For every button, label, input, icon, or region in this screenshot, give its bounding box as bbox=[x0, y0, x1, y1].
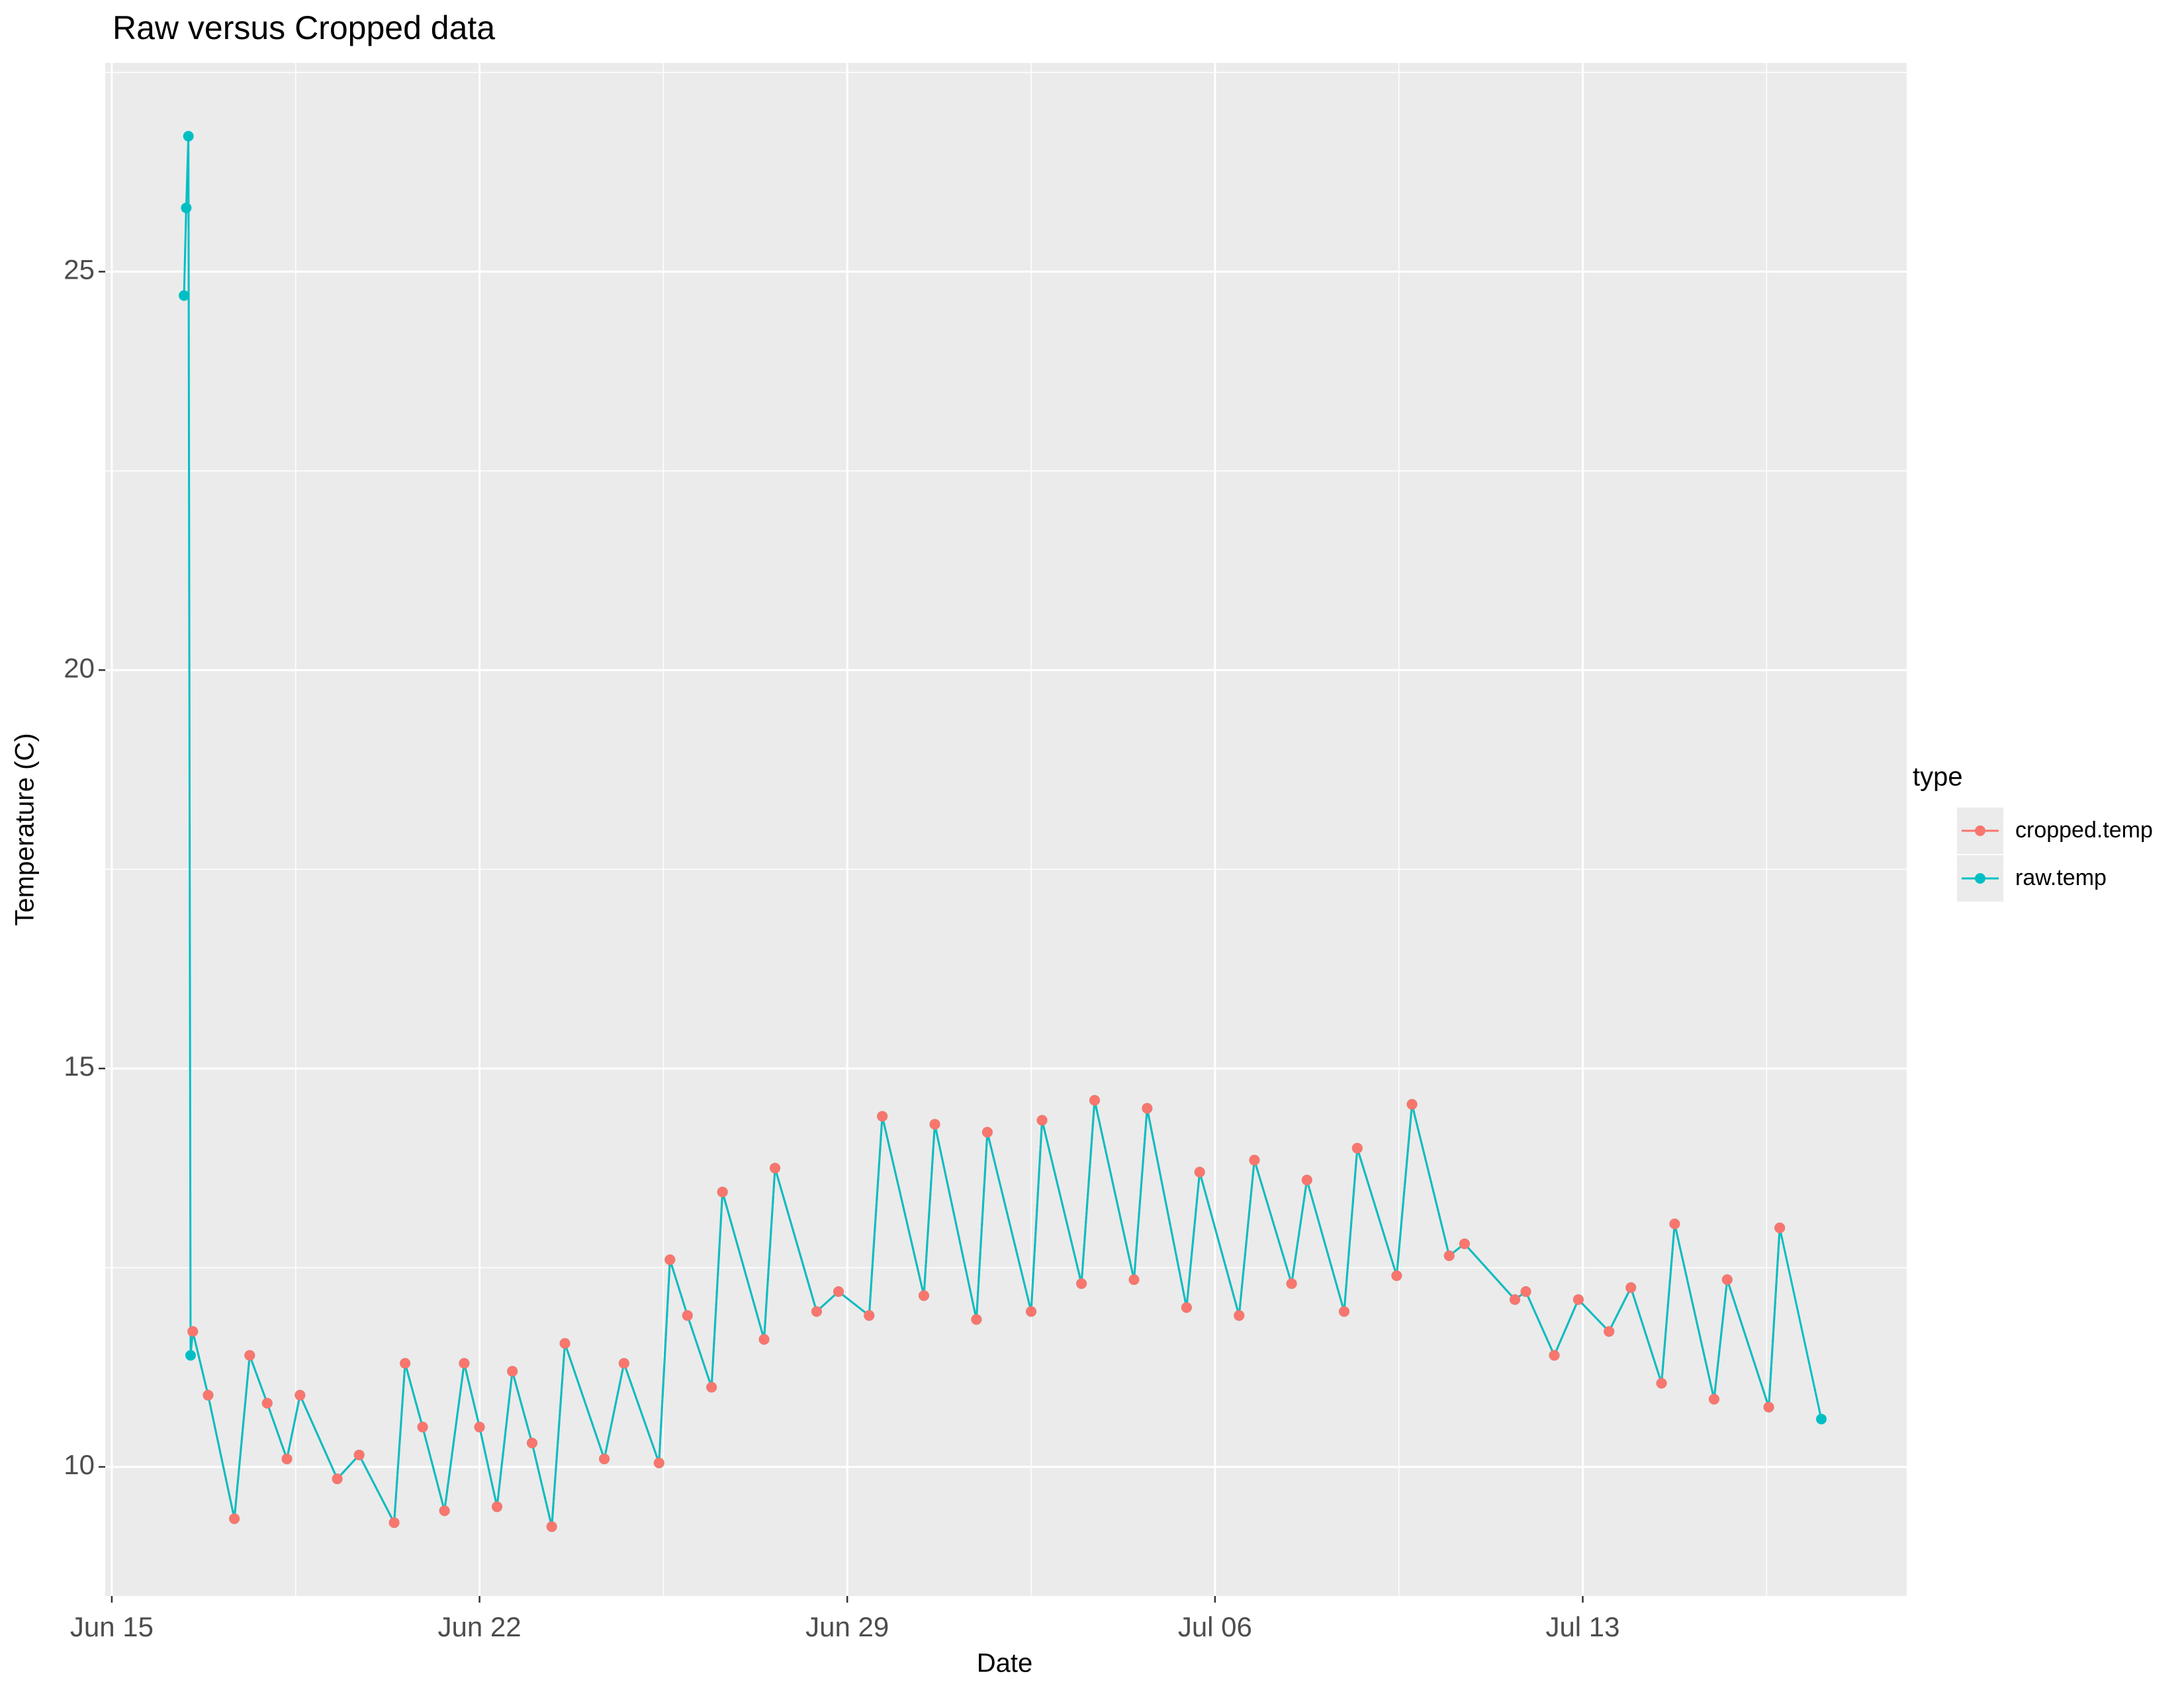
data-point bbox=[1774, 1222, 1786, 1233]
y-tick-label: 10 bbox=[64, 1449, 95, 1480]
data-point bbox=[1443, 1250, 1455, 1262]
plot-panel bbox=[105, 63, 1907, 1596]
data-point bbox=[559, 1338, 570, 1349]
data-point bbox=[1286, 1278, 1297, 1289]
data-point bbox=[682, 1310, 693, 1321]
data-point bbox=[229, 1513, 240, 1524]
legend-label: cropped.temp bbox=[2015, 818, 2153, 843]
data-point bbox=[1234, 1310, 1245, 1321]
data-point bbox=[1249, 1154, 1260, 1166]
y-tick-label: 25 bbox=[64, 254, 95, 285]
data-point bbox=[1026, 1306, 1037, 1317]
data-point bbox=[1509, 1294, 1520, 1305]
legend-point bbox=[1975, 873, 1985, 884]
data-point bbox=[388, 1517, 400, 1528]
y-tick-label: 20 bbox=[64, 652, 95, 683]
data-point bbox=[758, 1334, 770, 1345]
data-point bbox=[439, 1505, 450, 1517]
data-point bbox=[1572, 1294, 1584, 1305]
data-point bbox=[261, 1397, 273, 1409]
data-point bbox=[332, 1474, 343, 1485]
data-point bbox=[417, 1421, 428, 1432]
data-point bbox=[1194, 1166, 1205, 1178]
data-point bbox=[459, 1358, 470, 1369]
data-point bbox=[981, 1127, 993, 1138]
chart-title: Raw versus Cropped data bbox=[113, 9, 495, 46]
data-point bbox=[1669, 1218, 1680, 1229]
data-point bbox=[971, 1314, 982, 1325]
data-point bbox=[833, 1286, 844, 1297]
x-tick-label: Jul 13 bbox=[1545, 1611, 1619, 1642]
data-point bbox=[183, 130, 194, 142]
y-tick-label: 15 bbox=[64, 1051, 95, 1082]
data-point bbox=[281, 1453, 293, 1464]
data-point bbox=[1520, 1286, 1531, 1297]
data-point bbox=[185, 1350, 196, 1361]
legend-point bbox=[1975, 825, 1985, 836]
data-point bbox=[1549, 1350, 1560, 1361]
x-tick-label: Jul 06 bbox=[1178, 1611, 1252, 1642]
data-point bbox=[179, 290, 190, 301]
data-point bbox=[929, 1119, 940, 1130]
data-point bbox=[203, 1389, 214, 1401]
y-axis-title: Temperature (C) bbox=[11, 733, 40, 925]
x-tick-label: Jun 22 bbox=[438, 1611, 522, 1642]
data-point bbox=[295, 1389, 306, 1401]
data-point bbox=[474, 1421, 485, 1432]
data-point bbox=[244, 1350, 255, 1361]
data-point bbox=[1763, 1401, 1774, 1413]
data-point bbox=[653, 1457, 664, 1468]
data-point bbox=[1708, 1393, 1719, 1405]
data-point bbox=[1406, 1099, 1418, 1110]
x-tick-label: Jun 29 bbox=[805, 1611, 889, 1642]
data-point bbox=[181, 203, 192, 214]
data-point bbox=[1128, 1274, 1140, 1286]
legend-title: type bbox=[1913, 763, 1963, 792]
data-point bbox=[1604, 1326, 1615, 1337]
data-point bbox=[864, 1310, 875, 1321]
data-point bbox=[618, 1358, 629, 1369]
data-point bbox=[546, 1521, 557, 1532]
data-point bbox=[526, 1437, 537, 1448]
data-point bbox=[811, 1306, 822, 1317]
data-point bbox=[353, 1449, 365, 1460]
data-point bbox=[1625, 1282, 1637, 1293]
data-point bbox=[1459, 1238, 1470, 1249]
data-point bbox=[1338, 1306, 1349, 1317]
data-point bbox=[706, 1382, 717, 1393]
data-point bbox=[599, 1453, 610, 1464]
data-point bbox=[1076, 1278, 1087, 1289]
data-point bbox=[664, 1254, 676, 1266]
data-point bbox=[918, 1290, 929, 1301]
data-point bbox=[770, 1162, 781, 1174]
data-point bbox=[1816, 1413, 1827, 1425]
data-point bbox=[1391, 1270, 1402, 1282]
data-point bbox=[187, 1326, 199, 1337]
data-point bbox=[1721, 1274, 1733, 1286]
x-axis-title: Date bbox=[977, 1649, 1033, 1678]
data-point bbox=[1656, 1378, 1667, 1389]
data-point bbox=[1351, 1143, 1363, 1154]
x-tick-label: Jun 15 bbox=[70, 1611, 154, 1642]
data-point bbox=[1142, 1103, 1153, 1114]
data-point bbox=[717, 1186, 728, 1197]
data-point bbox=[400, 1358, 411, 1369]
data-point bbox=[877, 1111, 888, 1122]
data-point bbox=[1181, 1302, 1192, 1313]
legend-label: raw.temp bbox=[2015, 865, 2107, 890]
data-point bbox=[1036, 1115, 1048, 1126]
data-point bbox=[507, 1366, 518, 1377]
data-point bbox=[492, 1501, 503, 1513]
data-point bbox=[1301, 1174, 1312, 1186]
data-point bbox=[1089, 1095, 1100, 1106]
